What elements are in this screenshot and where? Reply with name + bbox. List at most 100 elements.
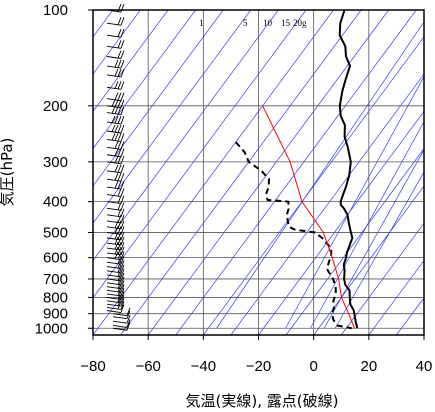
wind-barb-flag [126, 310, 131, 319]
wind-barb-staff [106, 201, 122, 205]
wind-barb [106, 29, 125, 38]
wind-barb-flag [126, 322, 131, 331]
wind-barb-staff [112, 313, 128, 317]
wind-barb-staff [106, 194, 122, 197]
mixing-ratio-label: 5 [243, 18, 248, 28]
wind-barb-staff [106, 86, 122, 90]
y-axis-title: 気圧(hPa) [0, 138, 16, 207]
mixing-ratio-line [323, 149, 424, 329]
mixing-ratio-line [216, 22, 424, 329]
wind-barb-flag [120, 256, 125, 265]
y-tick-label: 500 [43, 224, 68, 241]
wind-barb [106, 231, 125, 241]
wind-barb-staff [106, 293, 122, 297]
wind-barb-flag [117, 195, 122, 204]
wind-barb [106, 236, 125, 246]
wind-barbs [106, 3, 131, 331]
wind-barb-flag [117, 260, 122, 269]
wind-barb-flag [120, 133, 125, 142]
wind-barb-flag [117, 280, 122, 289]
wind-barb-flag [117, 59, 122, 68]
mixing-ratio-label: 10 [263, 18, 273, 28]
wind-barb-flag [114, 59, 119, 68]
wind-barb-flag [120, 188, 125, 197]
wind-barb-flag [120, 208, 125, 217]
wind-barb-staff [106, 270, 122, 274]
wind-barb-staff [106, 105, 122, 109]
wind-barb-flag [114, 220, 119, 229]
wind-barb-flag [114, 99, 119, 108]
isotherm-line [175, 10, 417, 335]
wind-barb-flag [120, 220, 125, 229]
wind-barb-flag [117, 301, 122, 310]
mixing-ratio-label: 1 [199, 18, 204, 28]
wind-barb-staff [106, 74, 122, 78]
wind-barb-flag [120, 180, 125, 190]
wind-barb-flag [120, 280, 125, 289]
wind-barb-flag [120, 202, 125, 211]
wind-barb-flag [117, 99, 122, 108]
wind-barb [106, 40, 125, 49]
wind-barb-flag [117, 272, 122, 281]
series-layer [235, 10, 359, 330]
wind-barb-flag [117, 241, 122, 250]
wind-barb-flag [120, 50, 125, 59]
wind-barb-staff [112, 327, 128, 331]
wind-barb-staff [106, 261, 122, 265]
wind-barb [106, 284, 125, 293]
wind-barb-staff [106, 220, 122, 224]
wind-barb [106, 272, 125, 282]
wind-barb-flag [120, 99, 125, 108]
wind-barb-flag [120, 268, 125, 278]
wind-barb-flag [120, 59, 125, 69]
wind-barb-flag [120, 264, 125, 273]
wind-barb-flag [117, 155, 122, 164]
wind-barb-flag [117, 188, 122, 197]
isotherm-line [93, 10, 141, 75]
wind-barb-flag [120, 226, 125, 235]
wind-barb-flag [120, 172, 125, 182]
wind-barb-flag [117, 291, 122, 300]
wind-barb-flag [120, 231, 125, 241]
wind-barb-staff [106, 237, 122, 241]
wind-barb-flag [117, 256, 122, 264]
wind-barb-flag [111, 124, 116, 132]
wind-barb [106, 188, 125, 197]
wind-barb-flag [120, 272, 125, 282]
wind-barb [106, 256, 125, 265]
y-tick-label: 900 [43, 306, 68, 323]
wind-barb [112, 310, 131, 320]
wind-barb-flag [126, 319, 131, 328]
wind-barb-staff [112, 325, 128, 328]
wind-barb-staff [106, 232, 122, 235]
wind-barb-staff [106, 207, 122, 211]
wind-barb-flag [117, 246, 122, 255]
wind-barb [106, 301, 125, 310]
wind-barb-flag [117, 220, 122, 229]
isotherm-line [423, 334, 424, 335]
wind-barb-flag [120, 301, 125, 310]
wind-barb [106, 202, 125, 211]
grid-lines [93, 10, 424, 335]
x-axis-ticks: −80 −60 −40 −20 0 20 40 [80, 335, 432, 375]
x-tick-label: 0 [309, 358, 317, 375]
wind-barb [106, 155, 125, 165]
x-tick-label: 20 [360, 358, 377, 375]
wind-barb [106, 3, 125, 13]
wind-barb-flag [117, 106, 122, 115]
wind-barb-flag [117, 214, 122, 223]
x-tick-label: −40 [191, 358, 216, 375]
wind-barb-flag [111, 115, 116, 124]
isotherm-line [230, 73, 424, 335]
wind-barb-staff [106, 274, 122, 278]
wind-barb-flag [117, 180, 122, 189]
wind-barb-flag [120, 3, 125, 13]
wind-barb-flag [117, 264, 122, 273]
wind-barb-staff [106, 138, 122, 142]
wind-barb-flag [111, 106, 116, 114]
y-tick-label: 100 [43, 2, 68, 19]
y-tick-label: 1000 [35, 320, 68, 337]
wind-barb [106, 115, 125, 125]
wind-barb-staff [106, 170, 122, 174]
wind-barb-flag [117, 297, 122, 306]
